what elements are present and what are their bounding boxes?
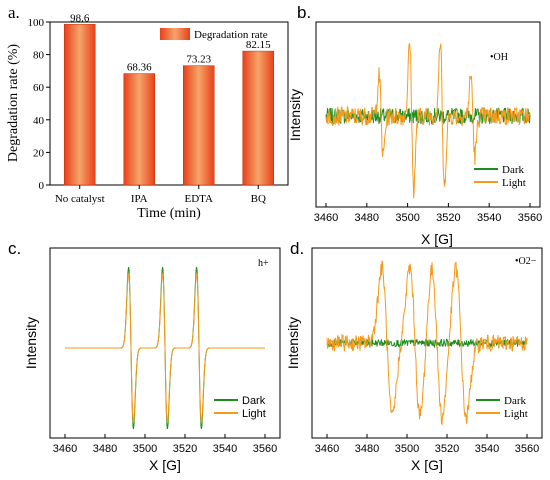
panel-a-x-category-label: BQ (251, 193, 266, 205)
panel-d-legend-label-light: Light (504, 408, 528, 420)
panel-c-series-light (65, 272, 265, 424)
panel-d-x-tick-label: 3520 (435, 443, 459, 455)
panel-c-x-tick-label: 3520 (173, 443, 197, 455)
panel-d-x-tick-label: 3460 (315, 443, 339, 455)
panel-b-x-axis-title: X [G] (421, 231, 453, 247)
panel-a-x-axis-title: Time (min) (137, 206, 201, 221)
panel-a-bar-value-label: 73.23 (186, 54, 211, 66)
panel-d-x-tick-label: 3480 (355, 443, 379, 455)
panel-b-x-tick-label: 3520 (436, 212, 460, 224)
panel-b-x-tick-label: 3460 (314, 212, 338, 224)
panel-c-x-axis-title: X [G] (149, 457, 181, 473)
panel-a-y-tick-label: 60 (33, 82, 45, 94)
panel-a-bar (64, 24, 96, 186)
panel-a-bar-value-label: 82.15 (246, 39, 271, 51)
panel-c-legend-label-dark: Dark (242, 395, 266, 407)
panel-a-bar-value-label: 98.6 (70, 12, 90, 24)
panel-a-y-tick-label: 100 (28, 17, 45, 29)
panel-c-x-tick-label: 3480 (93, 443, 117, 455)
panel-b-annotation: •OH (490, 52, 508, 63)
panel-c-x-tick-label: 3500 (133, 443, 157, 455)
panel-c-annotation: h+ (258, 258, 269, 269)
panel-d-frame (311, 247, 543, 439)
panel-d-series-light (326, 260, 528, 426)
panel-d-y-axis-title: Intensity (285, 317, 301, 369)
panel-d-x-tick-label: 3560 (515, 443, 539, 455)
panel-a-letter: a. (8, 3, 20, 22)
panel-a-x-category-label: EDTA (185, 193, 214, 205)
panel-b-x-tick-label: 3500 (395, 212, 419, 224)
panel-c-letter: c. (8, 239, 21, 258)
panel-a-y-tick-label: 20 (33, 147, 45, 159)
panel-b-y-axis-title: Intensity (287, 89, 303, 141)
panel-a-bar (123, 73, 155, 186)
panel-b-legend-label-light: Light (502, 177, 526, 189)
panel-a-x-category-label: No catalyst (55, 193, 105, 205)
panel-a-bars: 98.6 68.36 73.23 82.15 (64, 12, 274, 186)
panel-a-bar (242, 50, 274, 186)
panel-d-x-axis-title: X [G] (411, 457, 443, 473)
panel-b-x-tick-label: 3480 (355, 212, 379, 224)
panel-a-frame (49, 21, 289, 186)
panel-d: d. Intensity X [G] •O2− (285, 239, 543, 473)
panel-a-x-categories: No catalyst IPA EDTA BQ (55, 185, 266, 205)
panel-d-letter: d. (290, 239, 304, 258)
panel-d-x-tick-label: 3540 (475, 443, 499, 455)
panel-c-x-tick-label: 3540 (213, 443, 237, 455)
panel-a-x-category-label: IPA (131, 193, 148, 205)
panel-c-x-tick-label: 3460 (53, 443, 77, 455)
panel-a-bar-value-label: 68.36 (127, 62, 152, 74)
panel-a-legend-swatch (160, 28, 190, 40)
panel-d-legend-label-dark: Dark (504, 395, 526, 407)
panel-b-letter: b. (297, 3, 311, 22)
panel-c-legend-label-light: Light (242, 408, 266, 420)
panel-a-y-ticks: 0 20 40 60 80 100 (28, 17, 50, 192)
panel-a-y-tick-label: 80 (33, 50, 45, 62)
panel-a-legend: Degradation rate (160, 28, 268, 41)
panel-a-y-axis-title: Degradation rate (%) (6, 44, 21, 162)
panel-a-legend-label: Degradation rate (194, 29, 268, 41)
panel-c-x-tick-label: 3560 (253, 443, 277, 455)
panel-c-frame (49, 247, 281, 439)
panel-c-y-axis-title: Intensity (23, 317, 39, 369)
panel-b: b. Intensity X [G] •OH (287, 3, 541, 247)
panel-a: a. 0 20 40 60 80 100 98.6 68.36 73.23 82.15 No c… (6, 3, 289, 221)
panel-c: c. Intensity X [G] h+ (8, 239, 281, 473)
panel-d-annotation: •O2− (515, 256, 537, 267)
panel-a-y-tick-label: 0 (39, 180, 45, 192)
panel-b-series-light (325, 43, 531, 199)
panel-a-bar (183, 65, 215, 186)
panel-b-frame (315, 21, 541, 208)
panel-d-x-tick-label: 3500 (395, 443, 419, 455)
panel-b-x-tick-label: 3540 (477, 212, 501, 224)
panel-a-y-tick-label: 40 (33, 115, 45, 127)
panel-b-legend-label-dark: Dark (502, 164, 524, 176)
panel-b-x-tick-label: 3560 (518, 212, 542, 224)
